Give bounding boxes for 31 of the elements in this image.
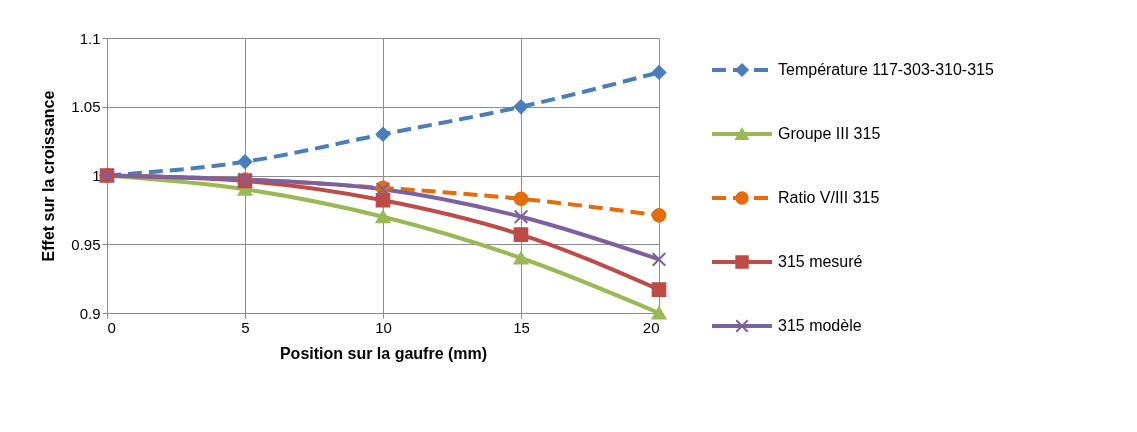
point [375, 126, 391, 142]
point [513, 227, 529, 242]
point [651, 208, 667, 223]
point [375, 192, 391, 208]
point [651, 306, 667, 320]
point [651, 65, 667, 80]
y-tick-label: 0.9 [79, 304, 101, 322]
x-tick-label: 10 [375, 318, 392, 336]
x-tick-label: 15 [513, 318, 530, 336]
point [237, 154, 253, 170]
legend-label: Ratio V/III 315 [778, 189, 880, 206]
x-tick-label: 0 [107, 318, 116, 336]
legend-label: Température 117-303-310-315 [778, 61, 994, 78]
x-axis-title: Position sur la gaufre (mm) [279, 344, 488, 362]
point [651, 282, 667, 297]
point [651, 252, 667, 267]
point [513, 191, 529, 207]
x-tick-label: 20 [642, 318, 660, 336]
y-axis-title: Effet sur la croissance [40, 90, 58, 262]
point [513, 251, 529, 265]
legend-label: 315 mesuré [778, 253, 863, 270]
legend-label: Groupe III 315 [778, 125, 881, 142]
y-tick-label: 1 [92, 167, 101, 184]
point [513, 209, 529, 225]
y-tick-label: 1.1 [79, 29, 101, 47]
y-tick-label: 1.05 [71, 98, 101, 116]
x-tick-label: 5 [241, 318, 250, 336]
point [513, 99, 529, 115]
legend-label: 315 modèle [778, 317, 862, 334]
y-tick-label: 0.95 [71, 235, 101, 253]
point [375, 210, 391, 224]
